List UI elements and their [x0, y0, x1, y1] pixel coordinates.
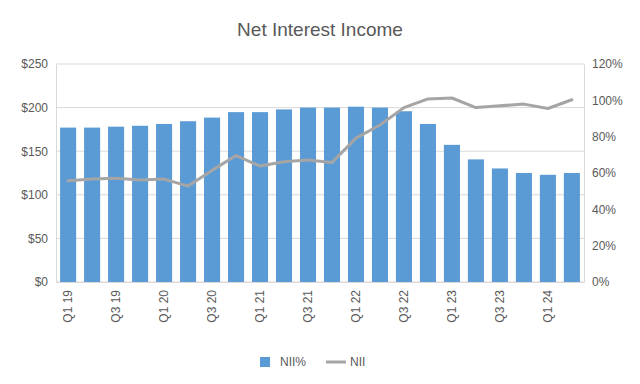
x-axis: Q1 19 Q3 19 Q1 20 Q3 20 Q1 21 Q3 21 Q1 22 Q3 22…: [57, 282, 585, 323]
bar: [540, 175, 556, 282]
legend: NII% NII: [260, 355, 365, 369]
legend-item: NII: [326, 355, 365, 369]
tick-label: Q3 21: [301, 290, 315, 323]
bar: [396, 111, 412, 282]
tick-label: 120%: [592, 57, 623, 71]
bar: [180, 121, 196, 282]
legend-swatch: [260, 357, 270, 367]
tick-label: Q3 22: [397, 290, 411, 323]
bar: [516, 173, 532, 282]
tick: Q1 22: [349, 282, 363, 323]
bar: [252, 112, 268, 282]
tick-label: $250: [21, 57, 48, 71]
bar: [348, 107, 364, 282]
tick-label: $100: [21, 188, 48, 202]
title: Net Interest Income: [237, 19, 403, 40]
line: [68, 98, 572, 186]
tick: 60%: [584, 166, 616, 180]
bar: [228, 112, 244, 282]
bar: [492, 168, 508, 282]
axis-line: [56, 65, 57, 283]
tick: $50: [28, 232, 56, 246]
marks: [60, 98, 580, 282]
tick: 0%: [584, 275, 610, 289]
bar: [372, 108, 388, 282]
tick: Q1 21: [253, 282, 267, 323]
bar: [84, 128, 100, 282]
tick: Q3 20: [205, 282, 219, 323]
bar: [468, 159, 484, 282]
bar: [276, 109, 292, 282]
tick: 40%: [584, 203, 616, 217]
tick: Q3 19: [109, 282, 123, 323]
bar: [420, 124, 436, 282]
bar: [156, 124, 172, 282]
tick-label: Q1 19: [61, 290, 75, 323]
tick-label: $0: [35, 275, 49, 289]
plot: $0 $50 $100 $150 $200 $250 0% 20% 40% 60% 80% 100% 1…: [21, 57, 623, 322]
tick-label: $150: [21, 145, 48, 159]
tick-label: Q1 24: [541, 290, 555, 323]
tick-label: $50: [28, 232, 48, 246]
bar-series: [60, 107, 580, 282]
bar: [204, 118, 220, 282]
tick: 80%: [584, 130, 616, 144]
legend-label: NII%: [280, 355, 306, 369]
tick-label: Q3 20: [205, 290, 219, 323]
tick: Q1 19: [61, 282, 75, 323]
tick: Q1 20: [157, 282, 171, 323]
bar: [108, 127, 124, 282]
bar: [324, 108, 340, 282]
tick: Q3 21: [301, 282, 315, 323]
bar: [60, 128, 76, 282]
tick: 20%: [584, 239, 616, 253]
tick: $200: [21, 101, 56, 115]
tick: Q3 23: [493, 282, 507, 323]
tick: $0: [35, 275, 56, 289]
axis-line: [57, 282, 585, 283]
legend-item: NII%: [260, 355, 306, 369]
axis-line: [584, 65, 585, 283]
grid-line: [56, 64, 584, 65]
tick-label: Q1 21: [253, 290, 267, 323]
tick-label: Q1 23: [445, 290, 459, 323]
grid: [56, 64, 584, 282]
bar: [444, 145, 460, 282]
bar: [564, 173, 580, 282]
tick: 100%: [584, 94, 623, 108]
tick: 120%: [584, 57, 623, 71]
tick-label: 40%: [592, 203, 616, 217]
tick-label: Q3 19: [109, 290, 123, 323]
legend-swatch: [326, 361, 346, 364]
tick-label: Q1 22: [349, 290, 363, 323]
tick-label: 0%: [592, 275, 610, 289]
tick: Q1 23: [445, 282, 459, 323]
tick: $100: [21, 188, 56, 202]
tick-label: Q3 23: [493, 290, 507, 323]
tick-label: Q1 20: [157, 290, 171, 323]
tick-label: 20%: [592, 239, 616, 253]
chart: Net Interest Income $0 $50 $100 $150 $200 $250…: [0, 0, 640, 384]
tick-label: 80%: [592, 130, 616, 144]
grid-line: [56, 107, 584, 108]
tick-label: 60%: [592, 166, 616, 180]
tick: $150: [21, 145, 56, 159]
y2-axis: 0% 20% 40% 60% 80% 100% 120%: [584, 57, 623, 289]
y-axis: $0 $50 $100 $150 $200 $250: [21, 57, 56, 289]
bar: [132, 126, 148, 282]
tick-label: $200: [21, 101, 48, 115]
tick: Q1 24: [541, 282, 555, 323]
tick: Q3 22: [397, 282, 411, 323]
bar: [300, 108, 316, 282]
legend-label: NII: [350, 355, 365, 369]
tick: $250: [21, 57, 56, 71]
tick-label: 100%: [592, 94, 623, 108]
